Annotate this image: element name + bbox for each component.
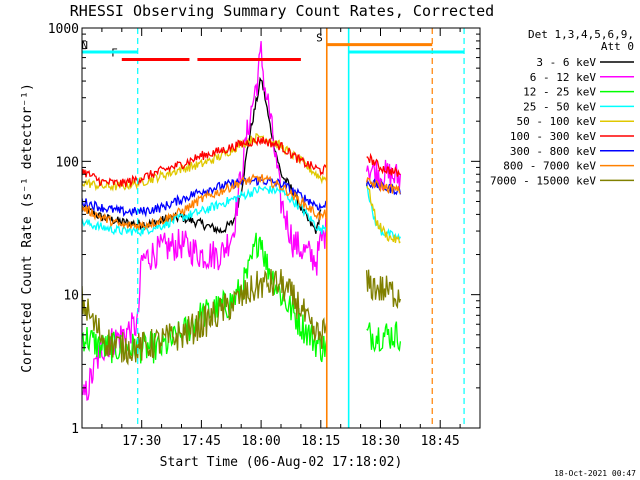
x-tick-label: 17:30	[122, 434, 161, 449]
footer-timestamp: 18-Oct-2021 00:47	[554, 469, 636, 478]
series-line-4-seg-1	[82, 184, 328, 237]
series-line-9-seg-1	[82, 268, 328, 366]
legend-entry-label: 12 - 25 keV	[523, 86, 596, 99]
series-line-4-seg-2	[365, 185, 401, 241]
series-line-1-seg-1	[82, 76, 322, 235]
x-tick-label: 18:30	[361, 434, 400, 449]
legend-entry-label: 300 - 800 keV	[510, 145, 596, 158]
chart-title: RHESSI Observing Summary Count Rates, Co…	[70, 2, 494, 20]
series-line-8-seg-2	[365, 177, 401, 195]
x-tick-label: 18:00	[242, 434, 281, 449]
series-line-8-seg-1	[82, 173, 328, 231]
x-tick-label: 17:45	[182, 434, 221, 449]
legend-entry-label: 3 - 6 keV	[536, 56, 596, 69]
legend-header-line: Att 0	[601, 40, 634, 53]
legend-entry-label: 25 - 50 keV	[523, 100, 596, 113]
series-line-3-seg-1	[82, 232, 328, 364]
legend-entry-label: 7000 - 15000 keV	[490, 174, 596, 187]
series-layer	[82, 41, 402, 401]
series-line-6-seg-2	[366, 152, 401, 177]
y-axis-label: Corrected Count Rate (s⁻¹ detector⁻¹)	[20, 83, 35, 373]
y-tick-label: 10	[63, 289, 79, 304]
series-line-9-seg-2	[365, 269, 402, 310]
y-tick-label: 100	[56, 155, 79, 170]
legend-entry-label: 100 - 300 keV	[510, 130, 596, 143]
legend-header-line: Det 1,3,4,5,6,9,	[528, 28, 634, 41]
legend-entry-label: 50 - 100 keV	[517, 115, 597, 128]
legend-entry-label: 6 - 12 keV	[530, 71, 597, 84]
series-line-3-seg-2	[366, 321, 402, 353]
x-axis-label: Start Time (06-Aug-02 17:18:02)	[160, 455, 403, 470]
flag-label-S: S	[316, 32, 323, 45]
x-axis: 17:30 17:45 18:00 18:15 18:30 18:45	[81, 28, 481, 449]
flag-label-N: N	[81, 39, 88, 52]
series-line-5-seg-1	[82, 133, 328, 192]
x-tick-label: 18:15	[301, 434, 340, 449]
y-axis: 1 10 100 1000	[48, 22, 480, 437]
legend-entry-label: 800 - 7000 keV	[503, 160, 596, 173]
x-tick-label: 18:45	[421, 434, 460, 449]
series-line-5-seg-2	[365, 182, 401, 244]
y-tick-label: 1	[71, 422, 79, 437]
overlay-layer: FNS	[81, 28, 465, 428]
legend: Det 1,3,4,5,6,9,Att 0 3 - 6 keV 6 - 12 keV…	[490, 28, 634, 187]
series-line-6-seg-1	[82, 136, 328, 188]
series-line-2-seg-1	[82, 41, 328, 401]
y-tick-label: 1000	[48, 22, 79, 37]
